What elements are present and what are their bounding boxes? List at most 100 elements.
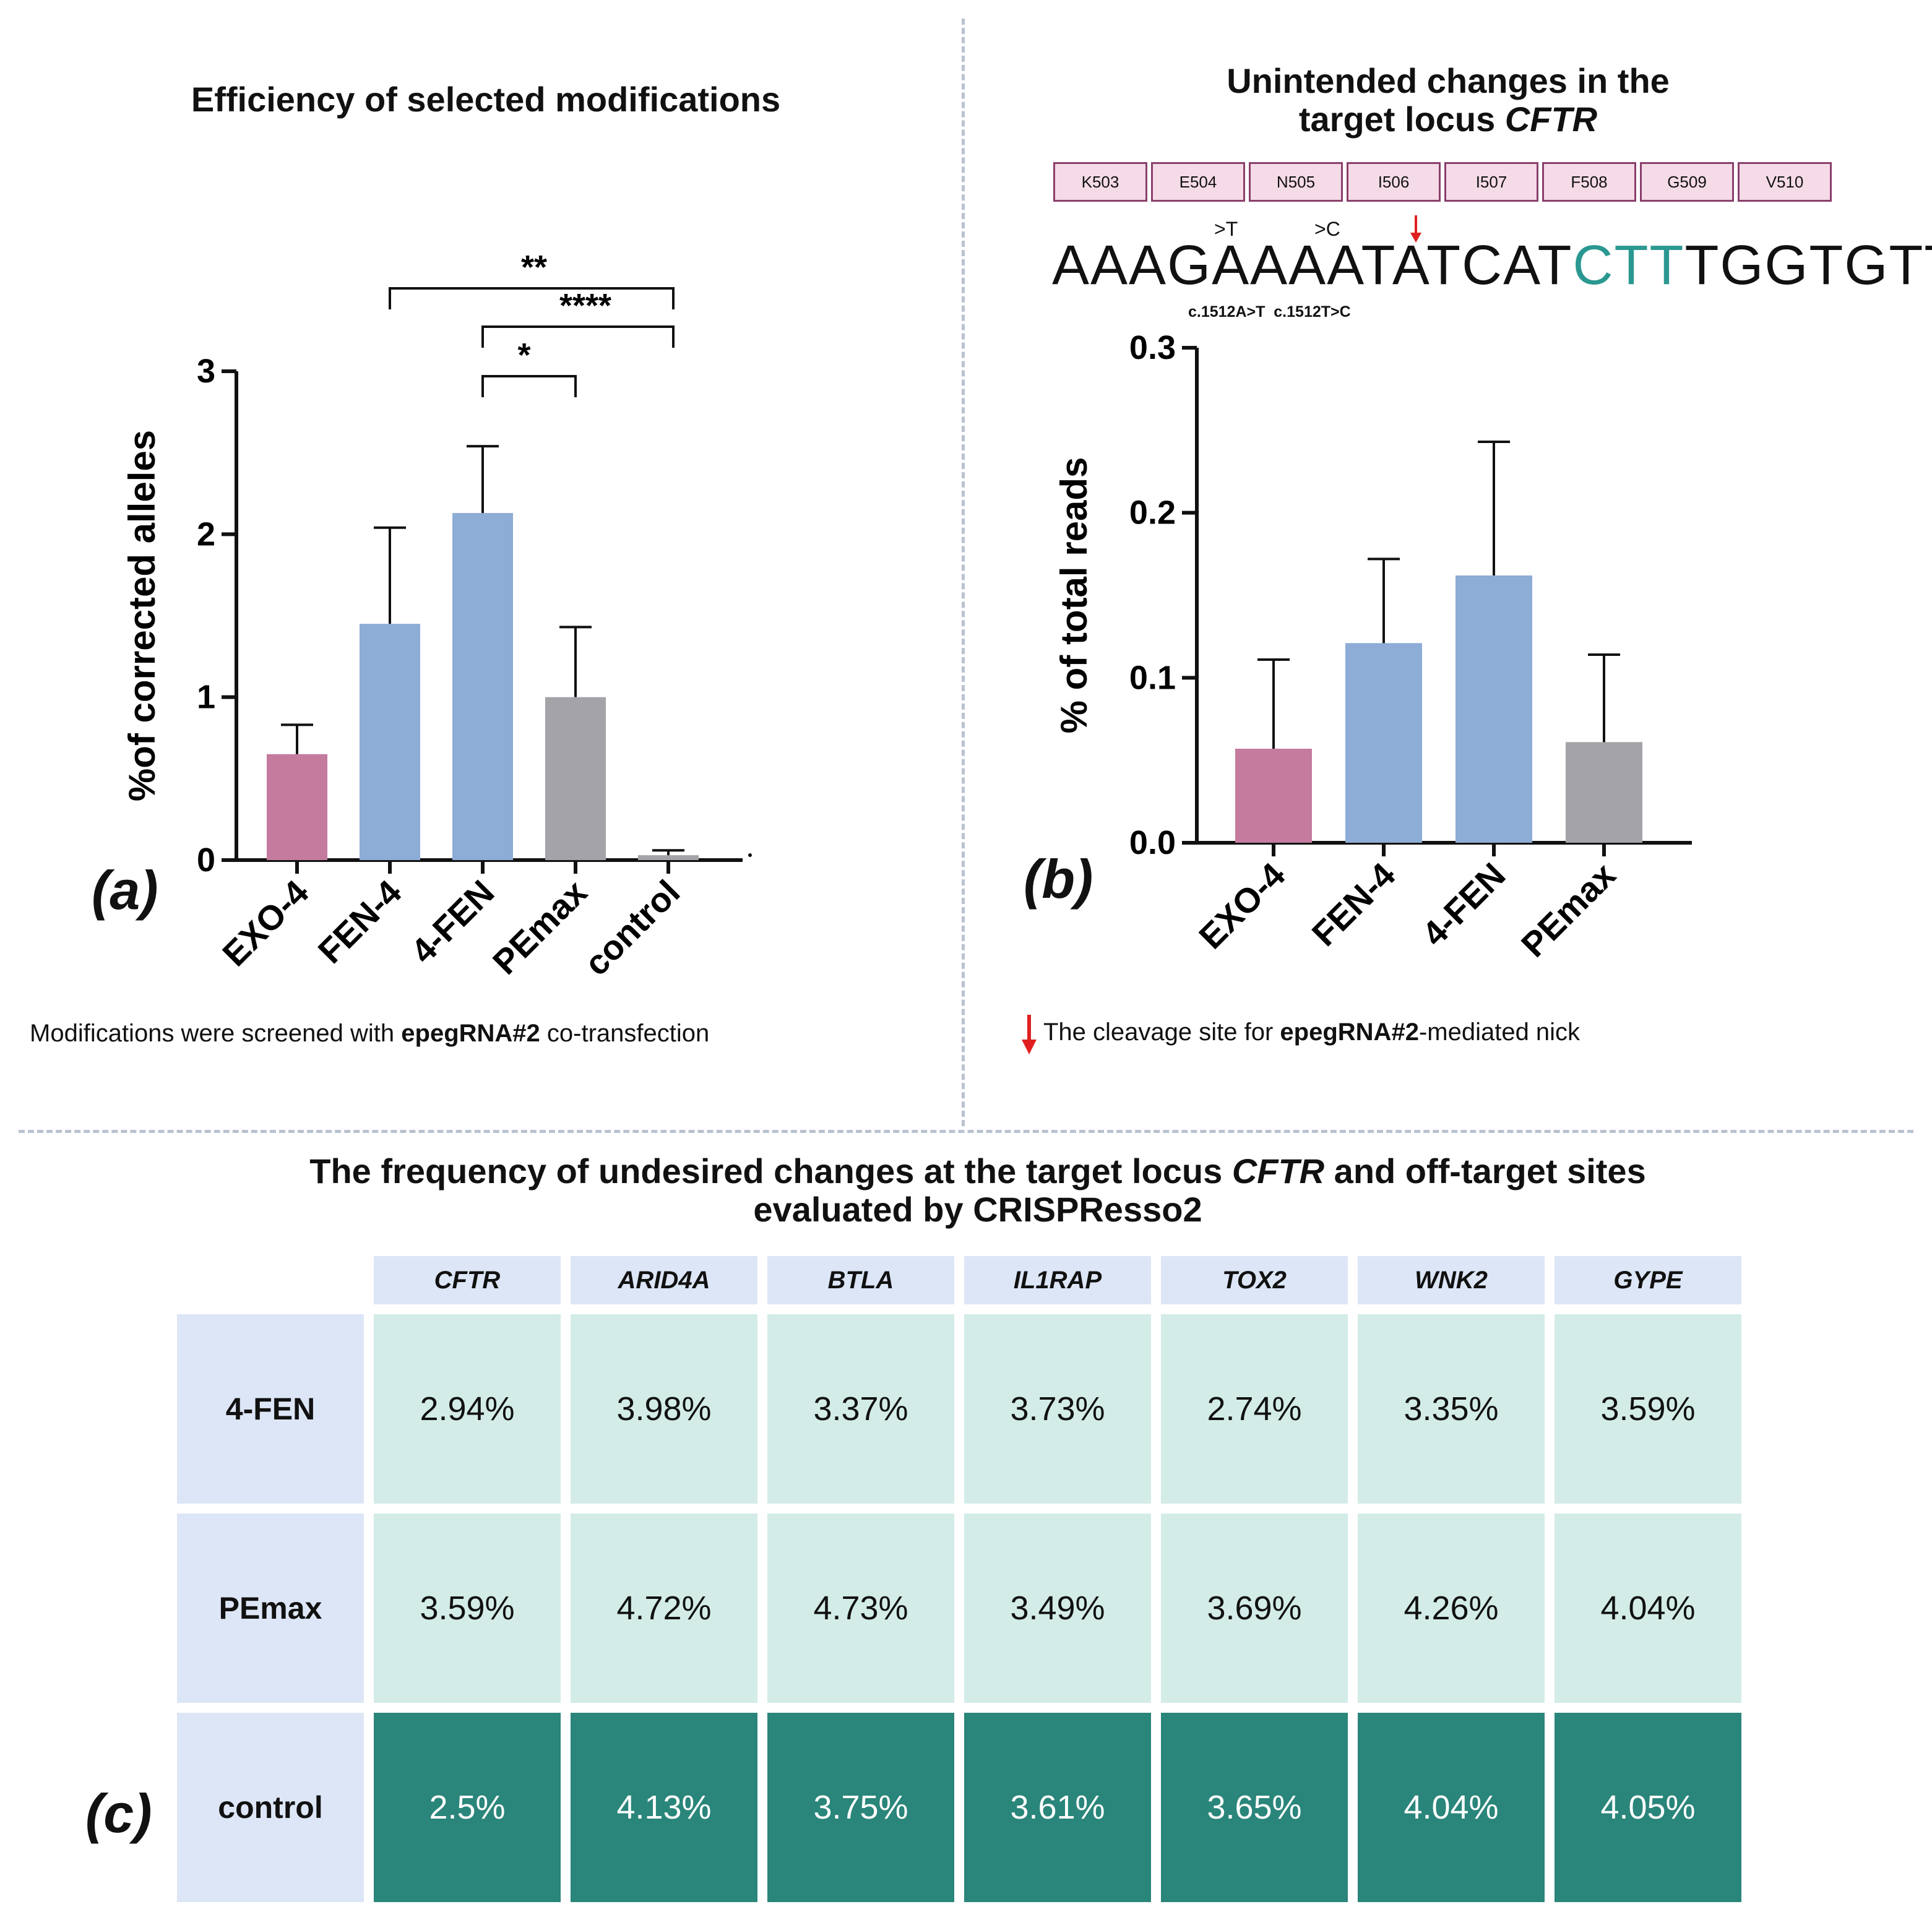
column-header-tox2: TOX2 [1161,1256,1348,1304]
cleavage-arrow-icon [1410,215,1421,243]
column-header-cftr: CFTR [374,1256,561,1304]
table-cell: 3.75% [767,1713,954,1902]
panel-c-title-line2: evaluated by CRISPResso2 [753,1190,1202,1229]
x-tick-label: EXO-4 [1191,855,1292,956]
panel-c-title-text: The frequency of undesired changes at th… [309,1152,1232,1191]
horizontal-divider [19,1130,1913,1133]
significance-bracket [389,287,675,309]
y-tick-label: 3 [197,353,215,390]
x-tick-label: FEN-4 [1305,855,1403,954]
codon-i506: I506 [1347,162,1441,202]
row-header-4-fen: 4-FEN [177,1314,364,1504]
panel-b-chart: 0.0 0.1 0.2 0.3 % of total reads EXO-4 FEN-4 4-… [1053,329,1692,965]
codon-n505: N505 [1249,162,1343,202]
y-tick-label: 0.3 [1129,329,1176,366]
y-axis-label: % of total reads [1053,457,1095,734]
table-cell: 3.61% [964,1713,1151,1902]
mutation-1-label: >T [1214,218,1238,240]
codon-i507: I507 [1444,162,1538,202]
y-tick-label: 1 [197,679,215,716]
panel-b-title: Unintended changes in the target locus C… [1015,62,1881,139]
significance-label: * [517,337,530,374]
bar-4-fen [1455,575,1532,843]
panel-c-title: The frequency of undesired changes at th… [124,1152,1832,1229]
caption-b-bold: epegRNA#2 [1280,1018,1419,1046]
table-cell: 4.73% [767,1514,954,1703]
column-header-il1rap: IL1RAP [964,1256,1151,1304]
mutation-names: c.1512A>T c.1512T>C [1188,303,1351,321]
x-tick-label: FEN-4 [311,872,409,971]
panel-b-title-line1: Unintended changes in the [1227,61,1670,100]
dna-sequence: AAAGAAAATATCATCTTTGGTGTT [1052,234,1932,298]
bar-exo-4 [267,754,327,860]
y-tick-label: 2 [197,515,215,553]
row-header-control: control [177,1713,364,1902]
panel-c-title-italic: CFTR [1231,1152,1325,1191]
x-tick-label: control [577,872,688,983]
caption-a-text: Modifications were screened with [30,1020,402,1047]
table-corner [177,1256,364,1304]
table-row: 4-FEN 2.94% 3.98% 3.37% 3.73% 2.74% 3.35% 3.59% [177,1314,1741,1504]
y-tick-label: 0 [197,842,215,879]
significance-label: **** [559,287,611,324]
red-arrow-icon [1022,1015,1037,1054]
significance-bracket [481,375,577,397]
table-cell: 4.04% [1358,1713,1545,1902]
table-cell: 3.59% [1555,1314,1741,1504]
bar-fen-4 [1345,643,1422,843]
x-tick-label: PEmax [1514,855,1623,965]
table-cell: 2.74% [1161,1314,1348,1504]
panel-a-caption: Modifications were screened with epegRNA… [30,1020,709,1048]
table-row: PEmax 3.59% 4.72% 4.73% 3.49% 3.69% 4.26% 4.04% [177,1514,1741,1703]
panel-a-title: Efficiency of selected modifications [191,80,781,119]
panel-b-title-italic: CFTR [1504,100,1598,139]
x-tick-label: 4-FEN [1415,855,1513,954]
table-cell: 3.65% [1161,1713,1348,1902]
significance-label: ** [521,249,547,286]
codon-f508: F508 [1542,162,1636,202]
table-cell: 4.04% [1555,1514,1741,1703]
caption-b-text-end: -mediated nick [1418,1018,1581,1046]
table-cell: 3.98% [571,1314,757,1504]
table-row: control 2.5% 4.13% 3.75% 3.61% 3.65% 4.04% 4.05… [177,1713,1741,1902]
caption-b-text: The cleavage site for [1043,1018,1280,1046]
bar-pemax [1566,742,1642,843]
table-cell: 3.69% [1161,1514,1348,1703]
table-cell: 4.72% [571,1514,757,1703]
column-header-btla: BTLA [767,1256,954,1304]
table-cell: 3.49% [964,1514,1151,1703]
table-cell: 4.26% [1358,1514,1545,1703]
x-tick-label: PEmax [485,872,595,982]
y-tick-label: 0.1 [1129,659,1176,696]
vertical-divider [962,19,965,1126]
table-cell: 3.59% [374,1514,561,1703]
y-axis-label: %of corrected alleles [121,430,163,801]
panel-c-label: (c) [85,1783,152,1844]
sequence-part-2: TGGTGTT [1684,235,1932,296]
bar-exo-4 [1235,749,1312,843]
frequency-table: CFTR ARID4A BTLA IL1RAP TOX2 WNK2 GYPE 4-FEN 2.… [167,1246,1751,1912]
panel-c-title-end: and off-target sites [1324,1152,1646,1191]
panel-b-title-line2: target locus [1298,100,1505,139]
table-cell: 4.13% [571,1713,757,1902]
x-tick-label: EXO-4 [215,872,316,973]
panel-b-caption: The cleavage site for epegRNA#2-mediated… [1043,1018,1580,1046]
axis-end-dot [748,853,752,857]
table-cell: 3.37% [767,1314,954,1504]
sequence-part-1: AAAGAAAATATCAT [1052,235,1573,296]
codon-e504: E504 [1151,162,1245,202]
significance-bracket [481,325,675,348]
panel-a-label: (a) [92,859,158,921]
column-header-gype: GYPE [1555,1256,1741,1304]
sequence-teal-codon: CTT [1572,235,1685,296]
column-header-wnk2: WNK2 [1358,1256,1545,1304]
y-tick-label: 0.0 [1129,824,1176,861]
caption-a-text-end: co-transfection [540,1020,710,1047]
table-cell: 2.5% [374,1713,561,1902]
table-cell: 4.05% [1555,1713,1741,1902]
caption-a-bold: epegRNA#2 [401,1020,540,1047]
y-tick-label: 0.2 [1129,494,1176,532]
bar-control [638,855,699,860]
bar-pemax [545,697,606,860]
